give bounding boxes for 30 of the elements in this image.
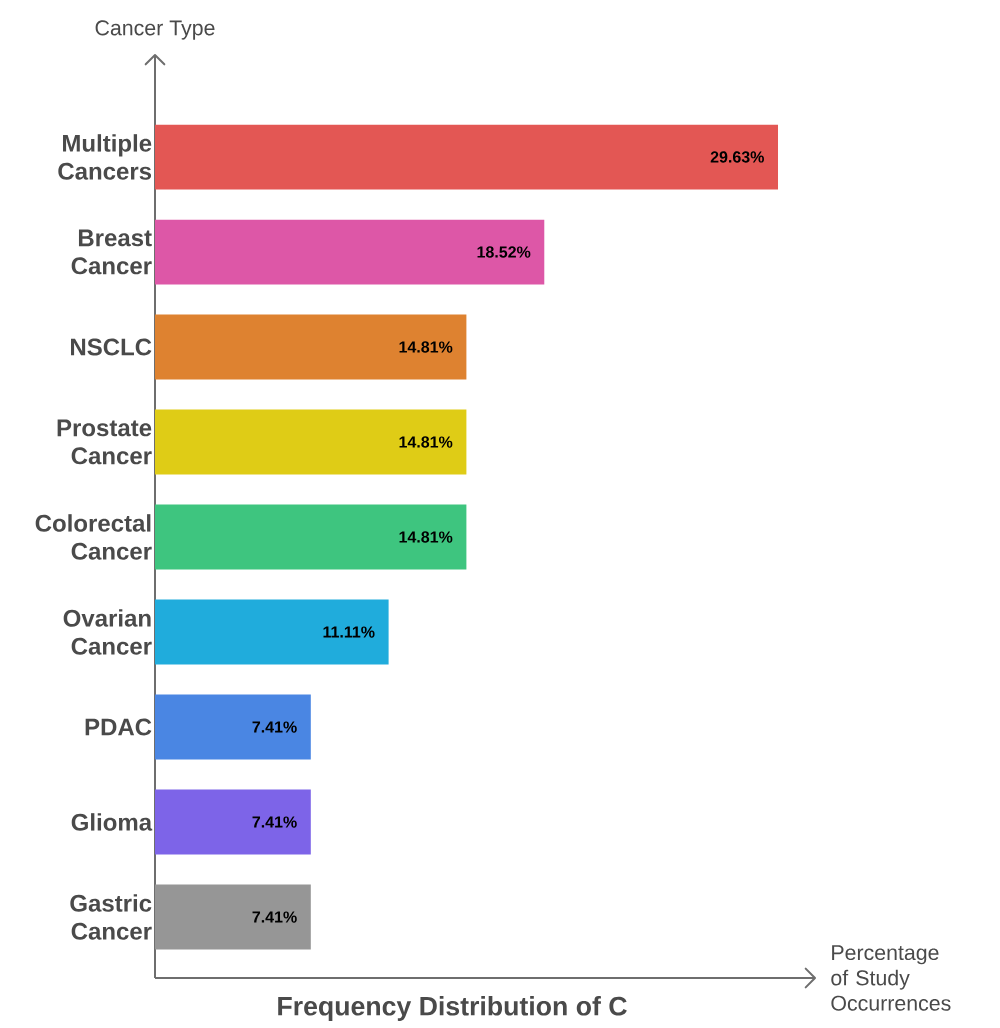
y-tick-label: Prostate Cancer xyxy=(57,419,152,465)
y-axis-title: Cancer Type xyxy=(95,20,215,40)
bar xyxy=(155,504,467,570)
data-label: 7.41% xyxy=(252,721,297,733)
bar xyxy=(155,884,311,950)
data-label: 7.41% xyxy=(252,816,297,828)
y-tick-label: Glioma xyxy=(71,813,153,831)
x-axis-title: Percentage of Study Occurrences xyxy=(831,945,951,1011)
data-label: 14.81% xyxy=(399,531,453,543)
y-tick-label: PDAC xyxy=(85,718,152,736)
y-tick-label: Ovarian Cancer xyxy=(63,609,152,655)
data-label: 14.81% xyxy=(399,436,453,448)
y-tick-label: Multiple Cancers xyxy=(58,134,152,180)
y-tick-label: NSCLC xyxy=(71,338,152,356)
data-label: 29.63% xyxy=(710,151,764,163)
y-tick-label: Breast Cancer xyxy=(71,229,152,275)
data-label: 7.41% xyxy=(252,911,297,923)
bar xyxy=(155,694,311,760)
data-label: 14.81% xyxy=(399,341,453,353)
bar xyxy=(155,409,467,475)
bar xyxy=(155,314,467,380)
bar xyxy=(155,789,311,855)
data-label: 18.52% xyxy=(477,246,531,258)
text: Frequency Distribution of C xyxy=(278,996,627,1021)
bar xyxy=(155,599,389,665)
data-label: 11.11% xyxy=(323,626,375,638)
y-tick-label: Colorectal Cancer xyxy=(35,514,152,560)
bar xyxy=(155,219,545,285)
y-tick-label: Gastric Cancer xyxy=(70,894,152,940)
bar xyxy=(155,124,779,190)
